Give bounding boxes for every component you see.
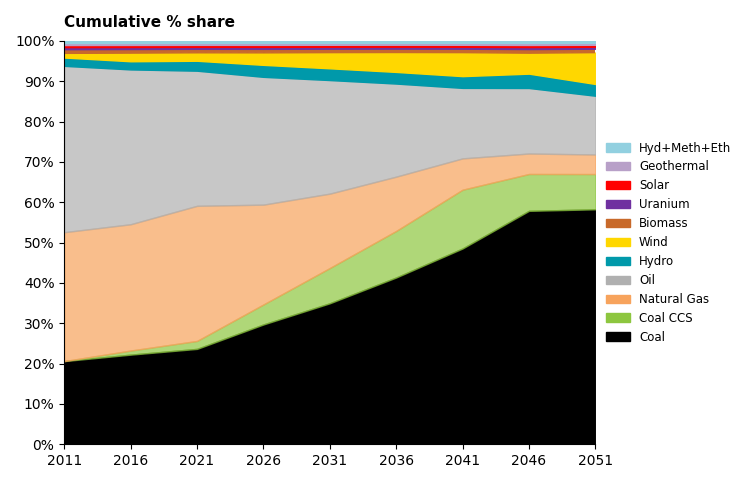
Text: Cumulative % share: Cumulative % share — [65, 15, 235, 30]
Legend: Hyd+Meth+Eth, Geothermal, Solar, Uranium, Biomass, Wind, Hydro, Oil, Natural Gas: Hyd+Meth+Eth, Geothermal, Solar, Uranium… — [602, 137, 736, 348]
